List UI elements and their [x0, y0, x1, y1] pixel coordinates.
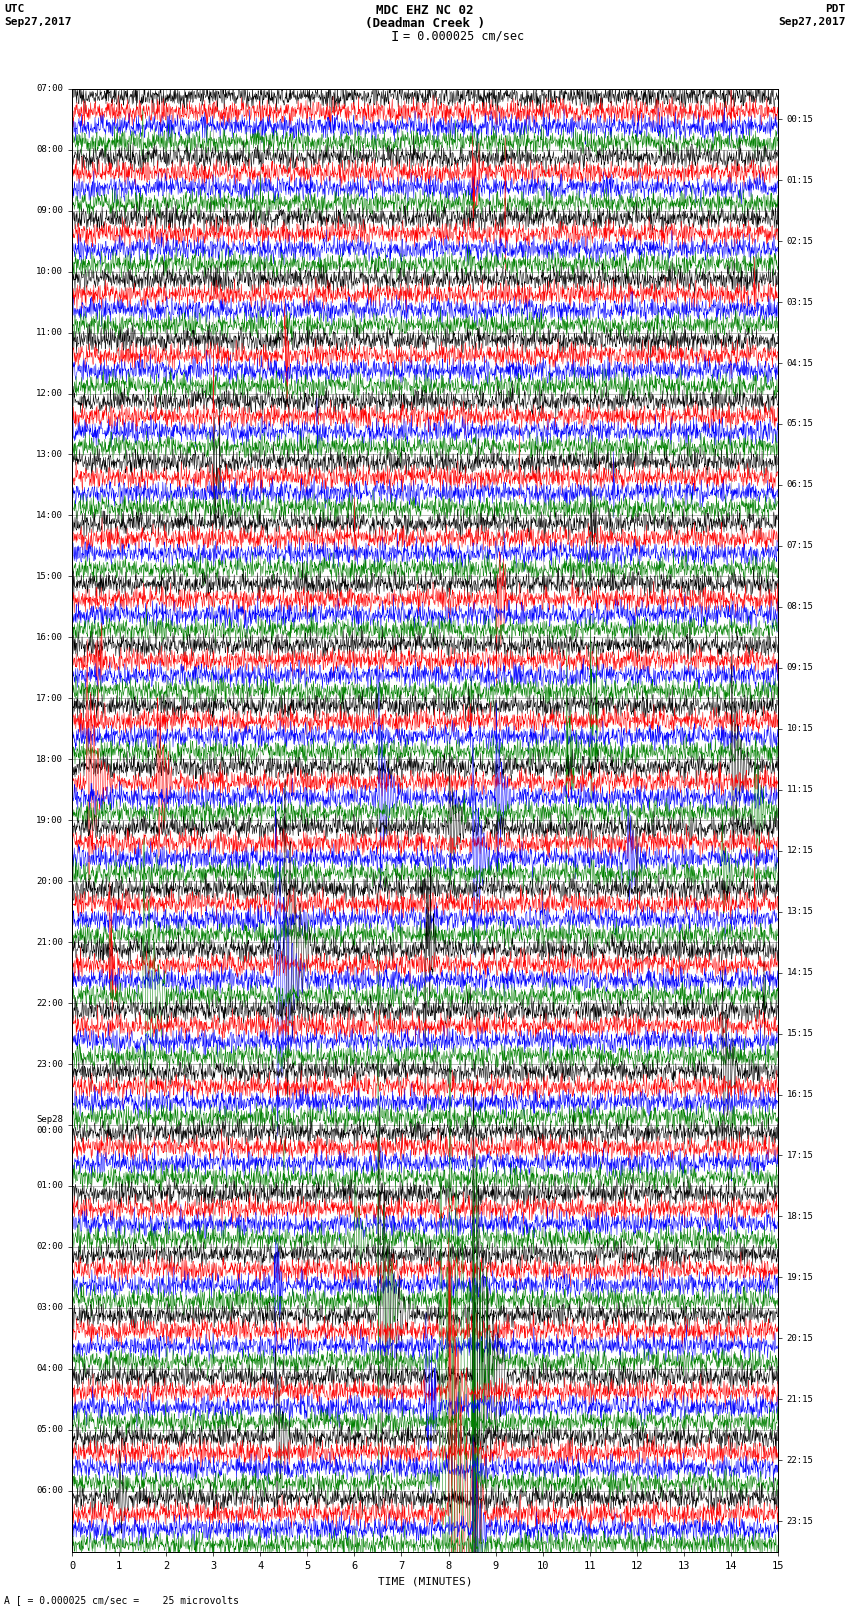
Text: A [ = 0.000025 cm/sec =    25 microvolts: A [ = 0.000025 cm/sec = 25 microvolts [4, 1595, 239, 1605]
Text: MDC EHZ NC 02: MDC EHZ NC 02 [377, 5, 473, 18]
Text: PDT: PDT [825, 5, 846, 15]
X-axis label: TIME (MINUTES): TIME (MINUTES) [377, 1576, 473, 1586]
Text: (Deadman Creek ): (Deadman Creek ) [365, 18, 485, 31]
Text: Sep27,2017: Sep27,2017 [779, 18, 846, 27]
Text: Sep27,2017: Sep27,2017 [4, 18, 71, 27]
Text: UTC: UTC [4, 5, 25, 15]
Text: I: I [391, 31, 399, 44]
Text: = 0.000025 cm/sec: = 0.000025 cm/sec [403, 31, 524, 44]
